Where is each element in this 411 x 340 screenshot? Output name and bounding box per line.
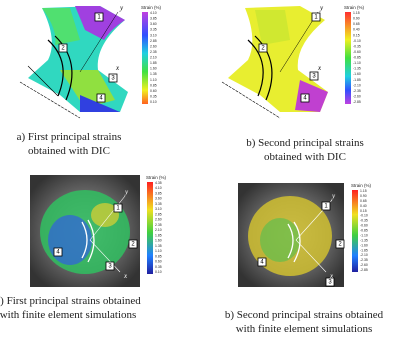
colorbar-label: -1.60 xyxy=(360,243,368,247)
colorbar-label: -1.10 xyxy=(360,233,368,237)
fe-map-c xyxy=(30,175,140,287)
colorbar-label: -2.35 xyxy=(360,258,368,262)
colorbar-label: 0.90 xyxy=(360,194,367,198)
colorbar-label: 0.40 xyxy=(353,28,360,32)
colorbar-label: 0.65 xyxy=(353,22,360,26)
colorbar-label: 0.65 xyxy=(360,199,367,203)
dic-map-a xyxy=(20,6,128,118)
colorbar-title: Strain (%) xyxy=(351,183,372,188)
colorbar-label: 0.85 xyxy=(150,83,157,87)
axis-label: x xyxy=(115,64,120,72)
colorbar-label: 3.85 xyxy=(150,17,157,21)
colorbar xyxy=(345,12,351,104)
colorbar-label: 1.15 xyxy=(360,189,367,193)
colorbar-label: 0.40 xyxy=(360,204,367,208)
colorbar-label: 0.10 xyxy=(150,100,157,104)
colorbar-title: Strain (%) xyxy=(344,5,365,10)
colorbar-label: 3.10 xyxy=(155,207,162,211)
caption: with finite element simulations xyxy=(0,309,136,321)
colorbar-label: 2.10 xyxy=(150,56,157,60)
colorbar xyxy=(147,182,153,274)
colorbar-label: -1.35 xyxy=(353,67,361,71)
colorbar-label: -2.60 xyxy=(360,263,368,267)
colorbar-label: -2.60 xyxy=(353,94,361,98)
colorbar-label: 0.35 xyxy=(150,94,157,98)
colorbar-label: 3.35 xyxy=(155,202,162,206)
colorbar-label: 2.35 xyxy=(150,50,157,54)
colorbar-label: -0.10 xyxy=(360,214,368,218)
colorbar-label: 4.10 xyxy=(155,186,162,190)
colorbar-label: 1.15 xyxy=(353,11,360,15)
colorbar-label: 2.60 xyxy=(155,218,162,222)
colorbar-label: -0.60 xyxy=(360,224,368,228)
colorbar-label: 2.35 xyxy=(155,223,162,227)
colorbar-label: 0.35 xyxy=(155,265,162,269)
dic-map-b xyxy=(222,6,328,118)
caption: obtained with DIC xyxy=(28,145,110,157)
caption: a) First principal strains xyxy=(17,131,122,143)
caption: with finite element simulations xyxy=(236,323,373,335)
colorbar-title: Strain (%) xyxy=(146,175,167,180)
colorbar-label: -2.10 xyxy=(353,83,361,87)
colorbar-label: 4.10 xyxy=(150,11,157,15)
colorbar-label: -2.85 xyxy=(360,268,368,272)
colorbar-label: 3.35 xyxy=(150,28,157,32)
colorbar-label: -0.10 xyxy=(353,39,361,43)
colorbar-label: -2.10 xyxy=(360,253,368,257)
caption: b) Second principal strains obtained xyxy=(225,309,384,321)
colorbar-label: 2.85 xyxy=(150,39,157,43)
axis-label: x xyxy=(317,64,322,72)
colorbar-label: 3.10 xyxy=(150,33,157,37)
colorbar-label: 0.90 xyxy=(353,17,360,21)
colorbar-label: 3.60 xyxy=(155,197,162,201)
figure: Strain (%)4.103.853.603.353.102.852.602.… xyxy=(0,0,411,340)
colorbar-label: 4.35 xyxy=(155,181,162,185)
colorbar-label: -0.85 xyxy=(360,229,368,233)
colorbar-label: 2.60 xyxy=(150,44,157,48)
colorbar-label: 1.35 xyxy=(150,72,157,76)
colorbar-label: 0.60 xyxy=(150,89,157,93)
colorbar-label: -0.60 xyxy=(353,50,361,54)
colorbar-label: -0.35 xyxy=(353,44,361,48)
colorbar-label: 1.35 xyxy=(155,244,162,248)
colorbar-label: 2.10 xyxy=(155,228,162,232)
colorbar-label: 3.85 xyxy=(155,191,162,195)
colorbar-label: -0.85 xyxy=(353,56,361,60)
colorbar-label: 0.10 xyxy=(155,270,162,274)
colorbar-label: 0.85 xyxy=(155,254,162,258)
colorbar-label: 1.60 xyxy=(155,239,162,243)
colorbar-label: -0.35 xyxy=(360,219,368,223)
colorbar xyxy=(352,190,358,272)
fe-map-d xyxy=(238,183,344,287)
colorbar-label: -1.10 xyxy=(353,61,361,65)
caption: obtained with DIC xyxy=(264,151,346,163)
colorbar-label: -2.35 xyxy=(353,89,361,93)
colorbar-label: 0.15 xyxy=(353,33,360,37)
colorbar-label: 1.85 xyxy=(150,61,157,65)
colorbar-label: -2.85 xyxy=(353,100,361,104)
axis-label: y xyxy=(319,4,324,12)
colorbar-label: -1.85 xyxy=(360,248,368,252)
colorbar-label: -1.60 xyxy=(353,72,361,76)
axis-label: y xyxy=(119,4,124,12)
caption: b) Second principal strains xyxy=(246,137,364,149)
colorbar-label: 3.60 xyxy=(150,22,157,26)
colorbar-label: 1.10 xyxy=(150,78,157,82)
caption: a) First principal strains obtained xyxy=(0,295,141,307)
colorbar-label: 2.85 xyxy=(155,212,162,216)
colorbar-label: -1.85 xyxy=(353,78,361,82)
colorbar-title: Strain (%) xyxy=(141,5,162,10)
colorbar xyxy=(142,12,148,104)
colorbar-label: -1.35 xyxy=(360,238,368,242)
colorbar-label: 1.60 xyxy=(150,67,157,71)
colorbar-label: 1.85 xyxy=(155,233,162,237)
colorbar-label: 0.15 xyxy=(360,209,367,213)
colorbar-label: 1.10 xyxy=(155,249,162,253)
colorbar-label: 0.60 xyxy=(155,260,162,264)
